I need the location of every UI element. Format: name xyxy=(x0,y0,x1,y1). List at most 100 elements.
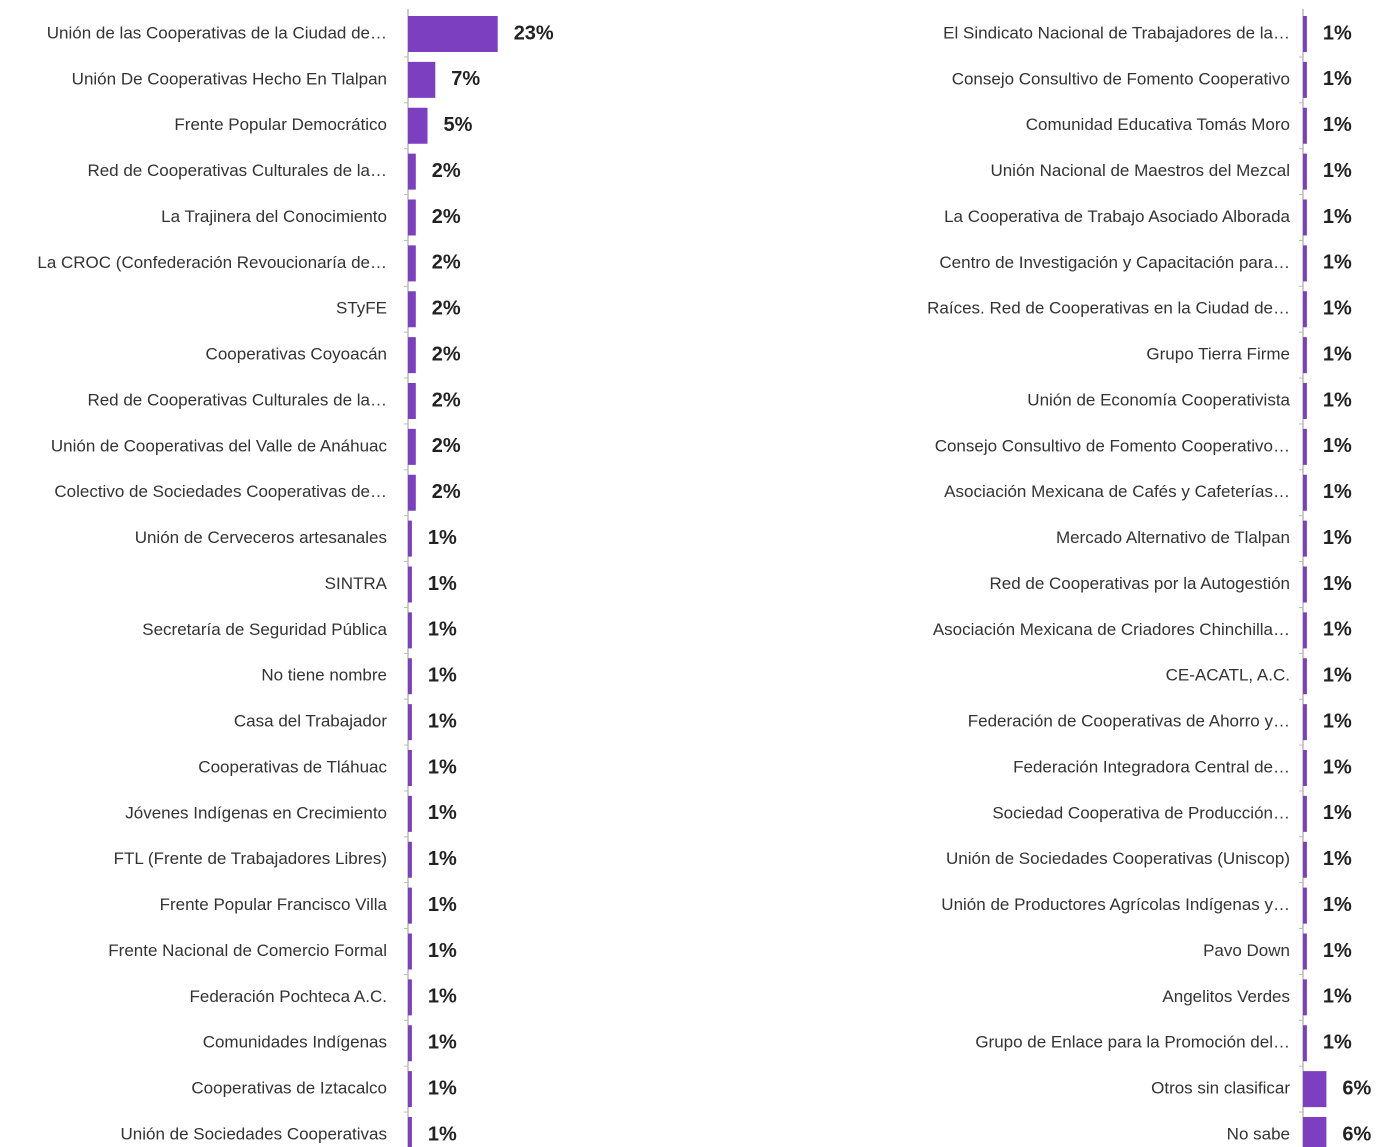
value-label: 1% xyxy=(1323,435,1352,457)
category-label: Unión de Sociedades Cooperativas xyxy=(120,1124,387,1143)
bar xyxy=(408,841,412,878)
category-label: Red de Cooperativas Culturales de la… xyxy=(87,161,387,180)
bar xyxy=(1303,245,1307,282)
category-label: CE-ACATL, A.C. xyxy=(1166,666,1290,685)
value-label: 2% xyxy=(432,160,461,182)
category-label: La Cooperativa de Trabajo Asociado Albor… xyxy=(944,207,1290,226)
category-label: Grupo Tierra Firme xyxy=(1146,345,1290,364)
category-label: Federación Integradora Central de… xyxy=(1013,757,1290,776)
value-label: 1% xyxy=(1323,527,1352,549)
bar xyxy=(1303,566,1307,603)
value-label: 2% xyxy=(432,343,461,365)
bar xyxy=(408,1025,412,1062)
bar xyxy=(408,61,436,98)
category-label: Cooperativas de Tláhuac xyxy=(198,757,387,776)
category-label: Unión Nacional de Maestros del Mezcal xyxy=(990,161,1290,180)
value-label: 1% xyxy=(428,756,457,778)
category-label: Unión de Cerveceros artesanales xyxy=(135,528,387,547)
category-label: Federación Pochteca A.C. xyxy=(189,987,387,1006)
value-label: 1% xyxy=(428,573,457,595)
value-label: 6% xyxy=(1342,1123,1371,1145)
bar xyxy=(1303,61,1307,98)
category-label: Consejo Consultivo de Fomento Cooperativ… xyxy=(952,69,1290,88)
bar xyxy=(1303,1117,1327,1147)
bar xyxy=(408,383,416,419)
category-label: Secretaría de Seguridad Pública xyxy=(142,620,387,639)
category-label: Unión de Sociedades Cooperativas (Unisco… xyxy=(946,849,1290,868)
value-label: 1% xyxy=(428,619,457,641)
category-label: Frente Popular Democrático xyxy=(174,115,387,134)
category-label: El Sindicato Nacional de Trabajadores de… xyxy=(943,23,1290,42)
bar xyxy=(408,245,416,282)
value-label: 7% xyxy=(451,68,480,90)
category-label: Jóvenes Indígenas en Crecimiento xyxy=(125,803,387,822)
value-label: 1% xyxy=(1323,848,1352,870)
bar xyxy=(408,1117,412,1147)
value-label: 6% xyxy=(1342,1077,1371,1099)
value-label: 1% xyxy=(1323,1032,1352,1054)
bar xyxy=(408,474,416,511)
bar xyxy=(408,153,416,190)
value-label: 1% xyxy=(1323,573,1352,595)
value-label: 1% xyxy=(428,710,457,732)
bar xyxy=(1303,750,1307,786)
value-label: 1% xyxy=(428,940,457,962)
bar xyxy=(1303,474,1307,511)
bar xyxy=(1303,933,1307,970)
bar xyxy=(1303,520,1307,557)
value-label: 1% xyxy=(1323,389,1352,411)
category-label: Consejo Consultivo de Fomento Cooperativ… xyxy=(935,436,1290,455)
bar xyxy=(1303,153,1307,190)
bar xyxy=(408,199,416,236)
value-label: 2% xyxy=(432,298,461,320)
bar xyxy=(1303,107,1307,144)
category-label: Unión de Cooperativas del Valle de Anáhu… xyxy=(51,436,388,455)
bar xyxy=(408,337,416,374)
bar xyxy=(408,16,498,52)
bar xyxy=(1303,658,1307,695)
category-label: Mercado Alternativo de Tlalpan xyxy=(1056,528,1290,547)
bar xyxy=(408,612,412,649)
bar xyxy=(1303,337,1307,374)
category-label: Unión De Cooperativas Hecho En Tlalpan xyxy=(72,69,387,88)
bar xyxy=(1303,1071,1327,1108)
category-label: Sociedad Cooperativa de Producción… xyxy=(992,803,1290,822)
value-label: 1% xyxy=(1323,114,1352,136)
bar xyxy=(1303,887,1307,924)
bar xyxy=(1303,383,1307,419)
category-label: SINTRA xyxy=(325,574,388,593)
value-label: 1% xyxy=(1323,986,1352,1008)
bar xyxy=(408,566,412,603)
category-label: Unión de Economía Cooperativista xyxy=(1027,390,1290,409)
bar xyxy=(408,520,412,557)
category-label: Otros sin clasificar xyxy=(1151,1079,1290,1098)
value-label: 1% xyxy=(428,1077,457,1099)
bar xyxy=(1303,612,1307,649)
bar xyxy=(408,1071,412,1108)
category-label: Unión de las Cooperativas de la Ciudad d… xyxy=(47,23,387,42)
value-label: 1% xyxy=(1323,940,1352,962)
category-label: No tiene nombre xyxy=(261,666,387,685)
category-label: Red de Cooperativas Culturales de la… xyxy=(87,390,387,409)
bar xyxy=(408,704,412,741)
bar xyxy=(408,887,412,924)
value-label: 5% xyxy=(444,114,473,136)
bar xyxy=(408,795,412,832)
category-label: Raíces. Red de Cooperativas en la Ciudad… xyxy=(927,299,1290,318)
bar xyxy=(408,979,412,1016)
bar xyxy=(408,933,412,970)
bar xyxy=(408,291,416,328)
value-label: 1% xyxy=(1323,710,1352,732)
category-label: Cooperativas de Iztacalco xyxy=(191,1079,387,1098)
category-label: Casa del Trabajador xyxy=(234,712,387,731)
value-label: 2% xyxy=(432,252,461,274)
bar xyxy=(1303,291,1307,328)
bar xyxy=(1303,199,1307,236)
bar xyxy=(408,750,412,786)
value-label: 1% xyxy=(1323,665,1352,687)
value-label: 1% xyxy=(428,848,457,870)
value-label: 1% xyxy=(1323,206,1352,228)
value-label: 1% xyxy=(428,1032,457,1054)
category-label: Frente Nacional de Comercio Formal xyxy=(108,941,387,960)
